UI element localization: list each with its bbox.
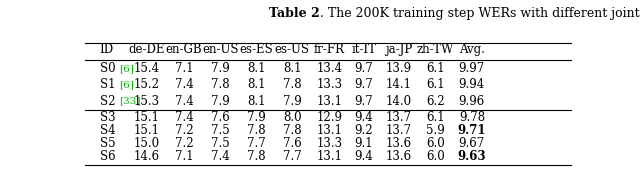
Text: 9.67: 9.67 [459, 137, 485, 150]
Text: 7.7: 7.7 [246, 137, 266, 150]
Text: 15.0: 15.0 [134, 137, 160, 150]
Text: 7.1: 7.1 [175, 62, 193, 75]
Text: 15.1: 15.1 [134, 124, 160, 137]
Text: ja-JP: ja-JP [385, 43, 413, 56]
Text: 9.4: 9.4 [355, 150, 373, 163]
Text: 7.9: 7.9 [211, 95, 230, 108]
Text: 9.78: 9.78 [459, 111, 485, 124]
Text: 7.5: 7.5 [211, 137, 230, 150]
Text: 9.96: 9.96 [459, 95, 485, 108]
Text: 9.2: 9.2 [355, 124, 373, 137]
Text: 14.6: 14.6 [134, 150, 160, 163]
Text: 13.1: 13.1 [317, 95, 342, 108]
Text: S3: S3 [100, 111, 115, 124]
Text: 13.3: 13.3 [316, 137, 342, 150]
Text: 14.1: 14.1 [386, 78, 412, 91]
Text: 7.8: 7.8 [283, 78, 301, 91]
Text: 8.0: 8.0 [283, 111, 301, 124]
Text: 15.1: 15.1 [134, 111, 160, 124]
Text: 13.6: 13.6 [386, 150, 412, 163]
Text: fr-FR: fr-FR [314, 43, 345, 56]
Text: 9.94: 9.94 [459, 78, 485, 91]
Text: 9.4: 9.4 [355, 111, 373, 124]
Text: 6.1: 6.1 [426, 62, 445, 75]
Text: S6: S6 [100, 150, 115, 163]
Text: S2: S2 [100, 95, 115, 108]
Text: 8.1: 8.1 [247, 95, 266, 108]
Text: 7.4: 7.4 [175, 78, 193, 91]
Text: [6]: [6] [118, 81, 134, 89]
Text: 15.4: 15.4 [134, 62, 160, 75]
Text: 7.2: 7.2 [175, 124, 193, 137]
Text: 8.1: 8.1 [283, 62, 301, 75]
Text: 12.9: 12.9 [317, 111, 342, 124]
Text: 13.7: 13.7 [386, 124, 412, 137]
Text: zh-TW: zh-TW [417, 43, 454, 56]
Text: 6.1: 6.1 [426, 111, 445, 124]
Text: 13.6: 13.6 [386, 137, 412, 150]
Text: 7.6: 7.6 [211, 111, 230, 124]
Text: 8.1: 8.1 [247, 78, 266, 91]
Text: 6.0: 6.0 [426, 150, 445, 163]
Text: 15.2: 15.2 [134, 78, 160, 91]
Text: 7.9: 7.9 [211, 62, 230, 75]
Text: 7.8: 7.8 [283, 124, 301, 137]
Text: 15.3: 15.3 [134, 95, 160, 108]
Text: es-ES: es-ES [239, 43, 273, 56]
Text: S0: S0 [100, 62, 115, 75]
Text: 9.7: 9.7 [355, 95, 373, 108]
Text: 9.63: 9.63 [458, 150, 486, 163]
Text: 7.1: 7.1 [175, 150, 193, 163]
Text: it-IT: it-IT [351, 43, 376, 56]
Text: 7.9: 7.9 [283, 95, 301, 108]
Text: 9.7: 9.7 [355, 78, 373, 91]
Text: 9.71: 9.71 [458, 124, 486, 137]
Text: 13.3: 13.3 [316, 78, 342, 91]
Text: Avg.: Avg. [459, 43, 484, 56]
Text: 7.4: 7.4 [175, 95, 193, 108]
Text: 6.2: 6.2 [426, 95, 445, 108]
Text: 7.5: 7.5 [211, 124, 230, 137]
Text: 13.1: 13.1 [317, 150, 342, 163]
Text: 7.8: 7.8 [211, 78, 230, 91]
Text: 13.9: 13.9 [386, 62, 412, 75]
Text: 7.7: 7.7 [283, 150, 301, 163]
Text: Table 2: Table 2 [303, 27, 353, 40]
Text: . The 200K training step WERs with different joint network structures.: . The 200K training step WERs with diffe… [320, 7, 640, 20]
Text: 7.4: 7.4 [211, 150, 230, 163]
Text: 9.7: 9.7 [355, 62, 373, 75]
Text: de-DE: de-DE [129, 43, 165, 56]
Text: [33]: [33] [118, 97, 140, 106]
Text: 6.1: 6.1 [426, 78, 445, 91]
Text: 7.8: 7.8 [247, 150, 266, 163]
Text: ID: ID [100, 43, 114, 56]
Text: S4: S4 [100, 124, 115, 137]
Text: 7.6: 7.6 [283, 137, 301, 150]
Text: Table 2: Table 2 [269, 7, 320, 20]
Text: 13.7: 13.7 [386, 111, 412, 124]
Text: [6]: [6] [118, 64, 134, 73]
Text: 9.1: 9.1 [355, 137, 373, 150]
Text: 13.4: 13.4 [316, 62, 342, 75]
Text: 7.8: 7.8 [247, 124, 266, 137]
Text: S1: S1 [100, 78, 115, 91]
Text: S5: S5 [100, 137, 115, 150]
Text: en-GB: en-GB [166, 43, 202, 56]
Text: 7.9: 7.9 [246, 111, 266, 124]
Text: 9.97: 9.97 [459, 62, 485, 75]
Text: 7.4: 7.4 [175, 111, 193, 124]
Text: 5.9: 5.9 [426, 124, 445, 137]
Text: 6.0: 6.0 [426, 137, 445, 150]
Text: es-US: es-US [275, 43, 310, 56]
Text: 13.1: 13.1 [317, 124, 342, 137]
Text: 7.2: 7.2 [175, 137, 193, 150]
Text: 14.0: 14.0 [386, 95, 412, 108]
Text: 8.1: 8.1 [247, 62, 266, 75]
Text: en-US: en-US [202, 43, 239, 56]
